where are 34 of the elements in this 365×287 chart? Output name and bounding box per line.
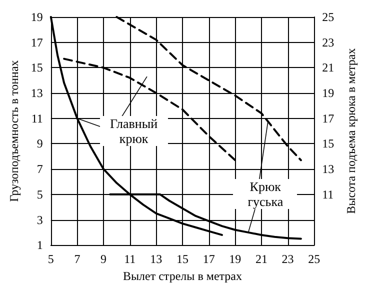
y-tick-label: 9 [36, 136, 43, 151]
x-tick-label: 5 [48, 252, 54, 266]
y-tick-label: 17 [30, 35, 43, 50]
y-tick-label: 1 [36, 238, 43, 252]
y-tick-label: 19 [30, 10, 43, 24]
y2-tick-label: 17 [322, 111, 334, 126]
y-tick-label: 13 [30, 86, 43, 100]
x-tick-label: 23 [282, 252, 294, 266]
x-tick-label: 15 [176, 252, 188, 266]
x-tick-label: 9 [100, 252, 107, 266]
x-tick-label: 19 [229, 252, 242, 266]
x-tick-label: 13 [150, 252, 162, 266]
annotation: Главный крюк [100, 116, 168, 146]
x-tick-label: 7 [74, 252, 80, 266]
y-tick-label: 5 [36, 187, 43, 202]
annotation: Крюк гуська [233, 179, 298, 210]
y-tick-label: 7 [36, 162, 43, 176]
x-tick-label: 21 [255, 252, 268, 266]
x-tick-label: 17 [202, 252, 215, 266]
y2-tick-label: 21 [322, 60, 334, 75]
y-tick-label: 3 [36, 212, 43, 227]
y2-axis-title: Высота подъема крюка в метрах [344, 48, 358, 214]
y2-tick-label: 23 [322, 35, 334, 50]
x-tick-label: 25 [308, 252, 320, 266]
y-tick-label: 15 [30, 60, 43, 75]
y-tick-label: 11 [31, 111, 43, 126]
y2-tick-label: 13 [322, 162, 334, 176]
y-axis-title: Грузоподъемность в тоннах [7, 60, 21, 202]
x-axis-title: Вылет стрелы в метрах [122, 269, 242, 283]
x-tick-label: 11 [124, 252, 136, 266]
y2-tick-label: 11 [322, 187, 334, 202]
y2-tick-label: 19 [322, 86, 334, 100]
y2-tick-label: 15 [322, 136, 334, 151]
y2-tick-label: 25 [322, 10, 334, 24]
